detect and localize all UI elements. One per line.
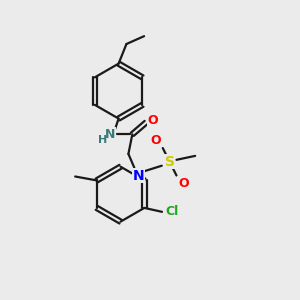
Text: N: N xyxy=(105,128,115,141)
Text: S: S xyxy=(165,155,175,169)
Text: H: H xyxy=(98,135,107,145)
Text: O: O xyxy=(178,177,189,190)
Text: O: O xyxy=(151,134,161,147)
Text: O: O xyxy=(148,114,158,127)
Text: N: N xyxy=(132,169,144,182)
Text: Cl: Cl xyxy=(165,205,178,218)
